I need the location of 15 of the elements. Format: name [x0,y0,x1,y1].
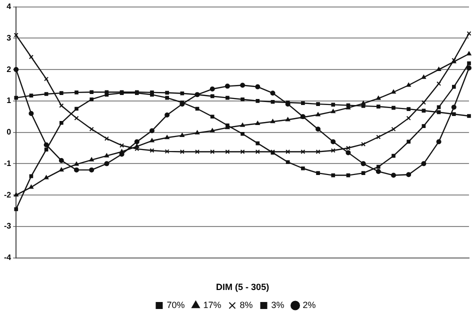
y-tick-label: -3 [4,222,12,231]
y-tick-label: -4 [4,253,12,262]
legend-label: 70% [166,300,185,310]
y-tick-label: -2 [4,190,12,200]
y-tick-label: 0 [6,128,12,137]
y-tick-label: -1 [4,158,12,168]
legend-label: 17% [203,300,222,310]
x-axis-title: DIM (5 - 305) [216,282,270,292]
legend-label: 3% [271,300,284,310]
legend-label: 2% [302,300,316,310]
y-tick-label: 1 [6,96,12,106]
legend-label: 8% [240,300,253,310]
y-tick-label: 3 [6,33,12,42]
y-tick-label: 2 [6,64,12,74]
y-tick-label: 4 [6,2,12,12]
